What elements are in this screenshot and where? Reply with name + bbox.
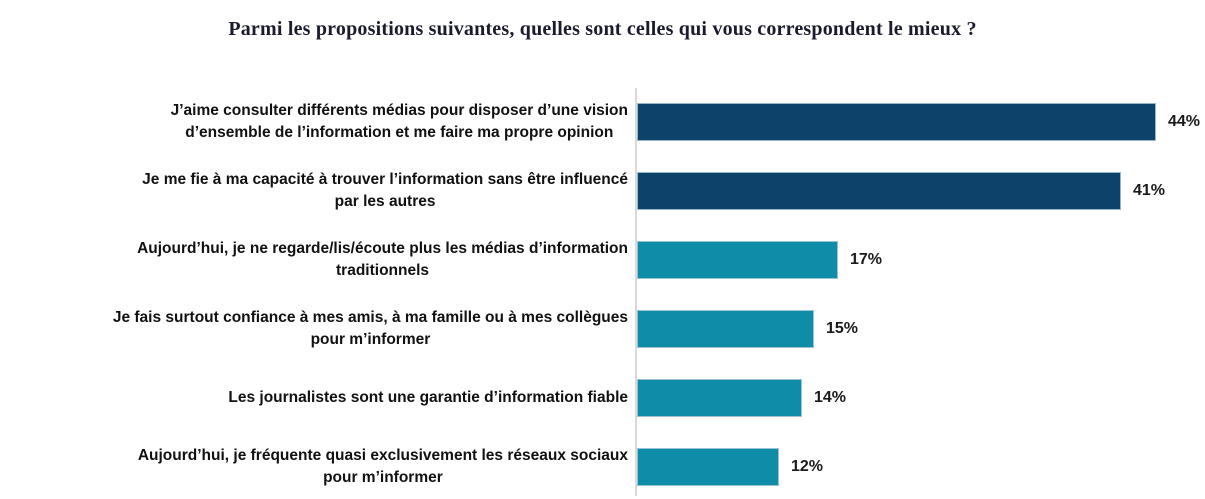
category-label-text: Aujourd’hui, je fréquente quasi exclusiv… [137,447,628,486]
category-label-text: Les journalistes sont une garantie d’inf… [228,389,628,406]
bar [637,448,779,486]
value-label: 14% [814,389,847,406]
chart-title: Parmi les propositions suivantes, quelle… [228,18,977,40]
category-label-text: J’aime consulter différents médias pour … [170,102,628,141]
y-axis-line [635,88,637,496]
bar-row: Les journalistes sont une garantie d’inf… [0,379,1205,417]
value-label: 44% [1168,113,1201,130]
bar-row: Aujourd’hui, je ne regarde/lis/écoute pl… [0,238,1205,282]
category-label-text: Aujourd’hui, je ne regarde/lis/écoute pl… [137,240,628,279]
category-label: Je me fie à ma capacité à trouver l’info… [142,169,628,213]
category-label-text: Je fais surtout confiance à mes amis, à … [112,309,628,348]
category-label: Aujourd’hui, je fréquente quasi exclusiv… [138,445,628,489]
bar-row: J’aime consulter différents médias pour … [0,100,1205,144]
bar-row: Je me fie à ma capacité à trouver l’info… [0,169,1205,213]
bar-row: Je fais surtout confiance à mes amis, à … [0,307,1205,351]
category-label: Je fais surtout confiance à mes amis, à … [113,307,628,351]
category-label: Les journalistes sont une garantie d’inf… [228,387,628,409]
value-label: 41% [1133,182,1166,199]
category-label-text: Je me fie à ma capacité à trouver l’info… [142,171,628,210]
bar [637,310,814,348]
value-label: 15% [826,320,859,337]
bar [637,379,802,417]
bar [637,103,1156,141]
bar-row: Aujourd’hui, je fréquente quasi exclusiv… [0,445,1205,489]
bar [637,241,838,279]
value-label: 17% [850,251,883,268]
value-label: 12% [791,458,824,475]
category-label: Aujourd’hui, je ne regarde/lis/écoute pl… [137,238,628,282]
bar [637,172,1121,210]
category-label: J’aime consulter différents médias pour … [171,100,628,144]
